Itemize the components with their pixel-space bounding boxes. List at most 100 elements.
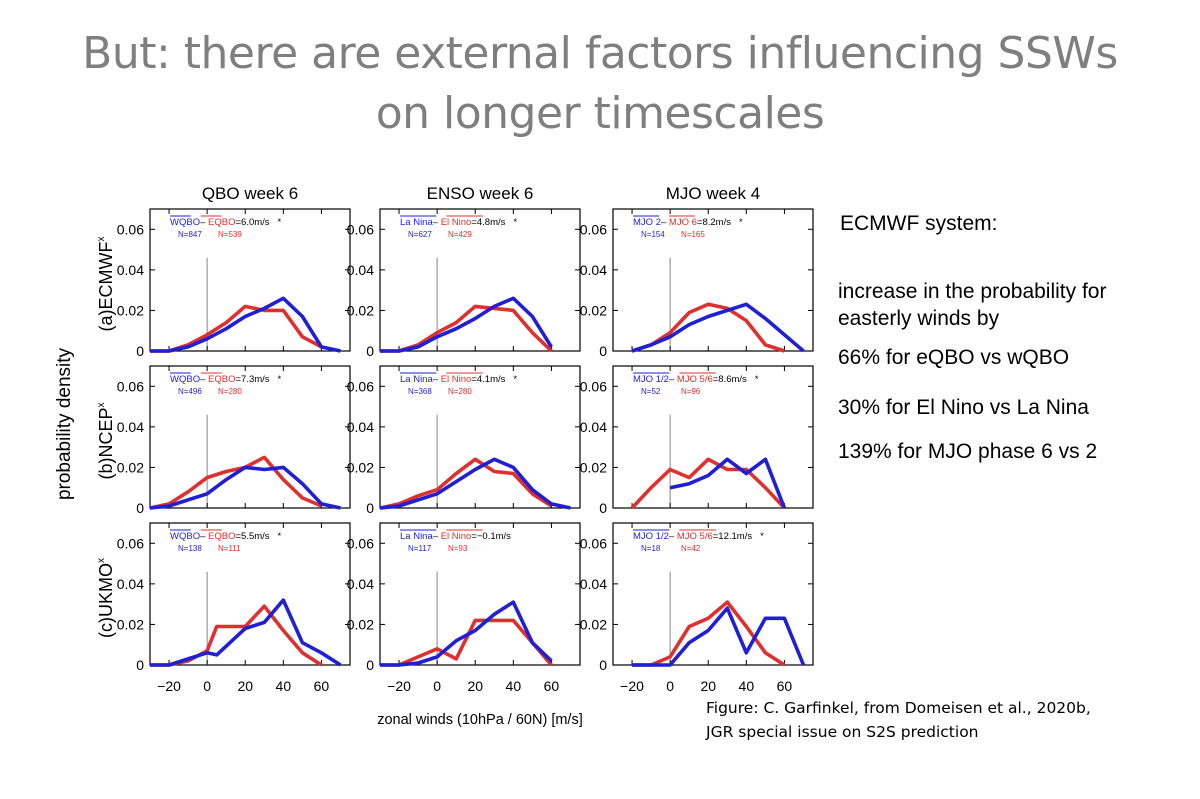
slide-title-line-2: on longer timescales — [375, 88, 825, 139]
panel-frame — [149, 365, 351, 509]
column-title: ENSO week 6 — [427, 184, 534, 203]
legend-difference: =6.0m/s — [235, 217, 269, 228]
legend-red-count: N=111 — [218, 544, 241, 553]
legend-blue-count: N=154 — [641, 230, 665, 239]
panel-frame — [149, 208, 351, 352]
legend-red-count: N=539 — [218, 230, 242, 239]
y-tick-label: 0.06 — [117, 378, 144, 394]
legend-significance-star: * — [278, 374, 282, 385]
y-axis-label: probability density — [54, 347, 75, 500]
legend-red-count: N=280 — [448, 387, 472, 396]
x-axis-label: zonal winds (10hPa / 60N) [m/s] — [377, 712, 583, 728]
blue-series-line — [669, 457, 787, 509]
legend-red-label: MJO 5/6 — [677, 374, 713, 385]
legend-difference: =8.2m/s — [697, 217, 731, 228]
legend-red-label: EQBO — [208, 217, 235, 228]
y-tick-label: 0.04 — [117, 262, 144, 278]
legend-separator: – — [433, 531, 441, 542]
legend-significance-star: * — [513, 217, 517, 228]
y-tick-label: 0.02 — [347, 459, 374, 475]
legend-blue-label: MJO 1/2 — [633, 531, 669, 542]
panel: 0 0.02 0.04 0.06 −20 0 20 40 60 WQBO– EQBO=5.5m/s… — [117, 522, 351, 694]
row-label: (a)ECMWFx — [96, 237, 116, 332]
legend-blue-label: WQBO — [170, 217, 200, 228]
legend-blue-count: N=847 — [178, 230, 202, 239]
blue-series-line — [150, 598, 342, 667]
legend-red-label: El Nino — [441, 217, 472, 228]
legend-separator: – — [669, 374, 677, 385]
x-tick-label: 20 — [467, 678, 483, 694]
y-tick-label: 0.04 — [580, 419, 607, 435]
legend-blue-count: N=368 — [408, 387, 432, 396]
panel: 0 0.02 0.04 0.06 −20 0 20 40 60 MJO 1/2– MJO 5/6=… — [580, 522, 814, 694]
row-label-superscript: x — [96, 237, 107, 242]
panel-frame — [379, 522, 581, 666]
y-tick-label: 0.06 — [580, 221, 607, 237]
y-tick-label: 0.06 — [117, 535, 144, 551]
red-series-line — [379, 457, 553, 510]
y-tick-label: 0.06 — [347, 378, 374, 394]
red-series-line — [149, 455, 323, 510]
legend-separator: – — [669, 531, 677, 542]
legend-difference: =4.8m/s — [471, 217, 505, 228]
y-tick-label: 0.02 — [347, 616, 374, 632]
panel: 0 0.02 0.04 0.06 MJO 1/2– MJO 5/6=8.6m/s * N=5… — [580, 365, 814, 516]
y-tick-label: 0 — [599, 657, 607, 673]
red-series-line — [380, 304, 553, 353]
x-tick-label: 40 — [506, 678, 522, 694]
legend-blue-count: N=52 — [641, 387, 661, 396]
panel: 0 0.02 0.04 0.06 WQBO– EQBO=7.3m/s * N=496 N=28… — [117, 365, 351, 516]
legend-blue-label: MJO 2 — [633, 217, 661, 228]
legend-difference: =4.1m/s — [471, 374, 505, 385]
legend-text: MJO 1/2– MJO 5/6=12.1m/s * — [633, 531, 764, 542]
legend-blue-count: N=496 — [178, 387, 202, 396]
side-heading: ECMWF system: — [840, 212, 998, 235]
y-tick-label: 0 — [599, 343, 607, 359]
legend-blue-count: N=138 — [178, 544, 202, 553]
legend-text: MJO 1/2– MJO 5/6=8.6m/s * — [633, 374, 759, 385]
legend-blue-label: WQBO — [170, 374, 200, 385]
blue-series-line — [379, 457, 571, 510]
caption-line-2: JGR special issue on S2S prediction — [706, 723, 979, 741]
red-series-line — [380, 618, 553, 667]
legend-text: La Nina– El Nino=−0.1m/s — [400, 531, 511, 542]
legend-text: La Nina– El Nino=4.8m/s * — [400, 217, 517, 228]
y-tick-label: 0.02 — [117, 302, 144, 318]
blue-series-line — [631, 302, 805, 353]
y-tick-label: 0.04 — [117, 419, 144, 435]
legend-difference: =12.1m/s — [713, 531, 753, 542]
legend-blue-label: MJO 1/2 — [633, 374, 669, 385]
legend-separator: – — [200, 531, 208, 542]
blue-series-line — [150, 296, 341, 353]
row-label: (c)UKMOx — [96, 558, 116, 638]
row-label: (b)NCEPx — [96, 402, 116, 479]
y-tick-label: 0.02 — [117, 616, 144, 632]
y-tick-label: 0.04 — [580, 262, 607, 278]
legend-separator: – — [433, 217, 441, 228]
legend-significance-star: * — [755, 374, 759, 385]
y-tick-label: 0.06 — [347, 535, 374, 551]
stat-enso: 30% for El Nino vs La Nina — [838, 396, 1089, 419]
row-label-superscript: x — [96, 402, 107, 407]
caption-line-1: Figure: C. Garfinkel, from Domeisen et a… — [706, 699, 1091, 717]
legend-red-label: EQBO — [208, 531, 235, 542]
legend-text: WQBO– EQBO=6.0m/s * — [170, 217, 282, 228]
x-tick-label: 60 — [314, 678, 330, 694]
panel-frame — [612, 365, 814, 509]
panel-frame — [379, 208, 581, 352]
legend-separator: – — [433, 374, 441, 385]
legend-red-count: N=280 — [218, 387, 242, 396]
legend-separator: – — [200, 374, 208, 385]
legend-significance-star: * — [278, 531, 282, 542]
blue-series-line — [149, 465, 341, 510]
x-tick-label: −20 — [157, 678, 181, 694]
legend-red-count: N=165 — [681, 230, 705, 239]
y-tick-label: 0.06 — [117, 221, 144, 237]
legend-difference: =8.6m/s — [713, 374, 747, 385]
red-series-line — [632, 600, 786, 667]
slide-title: But: there are external factors influenc… — [0, 24, 1200, 144]
x-tick-label: 60 — [544, 678, 560, 694]
y-tick-label: 0.02 — [117, 459, 144, 475]
legend-red-count: N=96 — [681, 387, 701, 396]
